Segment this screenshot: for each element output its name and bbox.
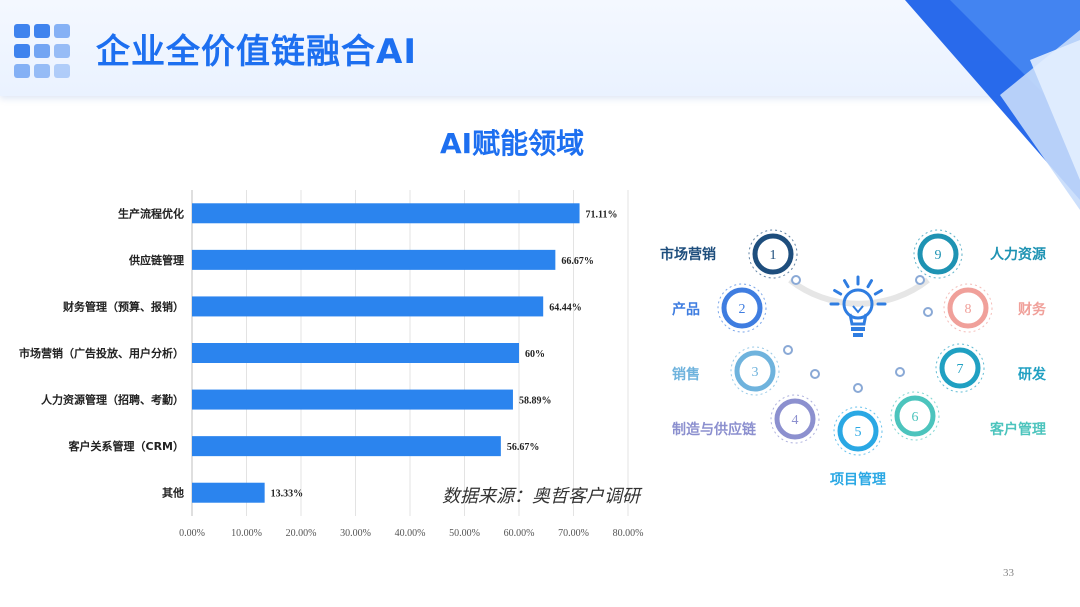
domain-node: 3 [730, 346, 780, 396]
node-label: 研发 [1018, 366, 1047, 383]
value-label: 66.67% [561, 256, 594, 267]
node-number: 6 [912, 410, 919, 425]
bar [192, 482, 265, 503]
bar [192, 203, 580, 224]
node-label: 人力资源 [990, 246, 1046, 263]
category-label: 客户关系管理（CRM） [68, 439, 185, 453]
category-label: 生产流程优化 [118, 206, 184, 220]
value-label: 64.44% [549, 302, 582, 313]
category-label: 市场营销（广告投放、用户分析） [19, 346, 184, 360]
node-number: 4 [792, 413, 799, 428]
source-note: 数据来源：奥哲客户调研 [442, 486, 640, 507]
node-label: 产品 [672, 301, 700, 318]
category-label: 供应链管理 [128, 253, 184, 267]
lightbulb-icon [829, 275, 887, 337]
chart-title: AI赋能领域 [440, 127, 585, 160]
domain-node: 4 [770, 394, 820, 444]
x-tick-label: 10.00% [231, 528, 262, 539]
x-tick-label: 20.00% [286, 528, 317, 539]
node-number: 1 [770, 248, 777, 263]
node-number: 3 [752, 365, 759, 380]
node-number: 5 [855, 425, 862, 440]
category-label: 财务管理（预算、报销） [62, 299, 184, 313]
value-label: 56.67% [507, 442, 540, 453]
arc-dot [810, 369, 820, 379]
bar [192, 389, 513, 410]
domain-node: 5 [833, 406, 883, 456]
arc-dot [915, 275, 925, 285]
node-number: 7 [957, 362, 964, 377]
domain-node: 1 [748, 229, 798, 279]
domain-node: 6 [890, 391, 940, 441]
node-number: 8 [965, 302, 972, 317]
value-label: 60% [525, 349, 545, 360]
x-tick-label: 0.00% [179, 528, 205, 539]
ai-domains-diagram: 1 市场营销 2 产品 3 销售 4 制造与供应链 5 项目管理 6 客户管理 7 研发 8 财务 9 人力资源 [660, 229, 1047, 488]
header-band [0, 0, 1080, 96]
node-number: 2 [739, 302, 746, 317]
logo-grid-icon [14, 24, 74, 78]
arc-dot [783, 345, 793, 355]
x-tick-label: 30.00% [340, 528, 371, 539]
node-label: 制造与供应链 [672, 421, 757, 438]
bar-chart: 0.00% 10.00% 20.00% 30.00% 40.00% 50.00% 60.00… [19, 190, 644, 539]
arc-dot [895, 367, 905, 377]
bar [192, 249, 556, 270]
arc-connector [788, 277, 930, 307]
node-label: 客户管理 [989, 421, 1046, 438]
node-label: 财务 [1017, 301, 1047, 318]
arc-dot [791, 275, 801, 285]
category-label: 其他 [162, 486, 184, 500]
domain-node: 2 [717, 283, 767, 333]
x-tick-label: 70.00% [558, 528, 589, 539]
category-label: 人力资源管理（招聘、考勤） [41, 393, 184, 407]
value-label: 71.11% [586, 209, 618, 220]
domain-node: 9 [913, 229, 963, 279]
x-tick-label: 50.00% [449, 528, 480, 539]
domain-node: 7 [935, 343, 985, 393]
node-label: 项目管理 [830, 471, 886, 488]
node-label: 销售 [672, 366, 700, 383]
bar [192, 296, 544, 317]
x-tick-label: 40.00% [395, 528, 426, 539]
value-label: 13.33% [271, 489, 304, 500]
page-title: 企业全价值链融合AI [96, 32, 417, 72]
node-label: 市场营销 [660, 246, 716, 263]
x-tick-label: 60.00% [504, 528, 535, 539]
node-number: 9 [935, 248, 942, 263]
domain-node: 8 [943, 283, 993, 333]
value-label: 58.89% [519, 396, 552, 407]
page-number: 33 [1003, 567, 1014, 579]
arc-dot [923, 307, 933, 317]
arc-dot [853, 383, 863, 393]
bar [192, 343, 519, 363]
x-tick-label: 80.00% [613, 528, 644, 539]
bar [192, 436, 501, 457]
